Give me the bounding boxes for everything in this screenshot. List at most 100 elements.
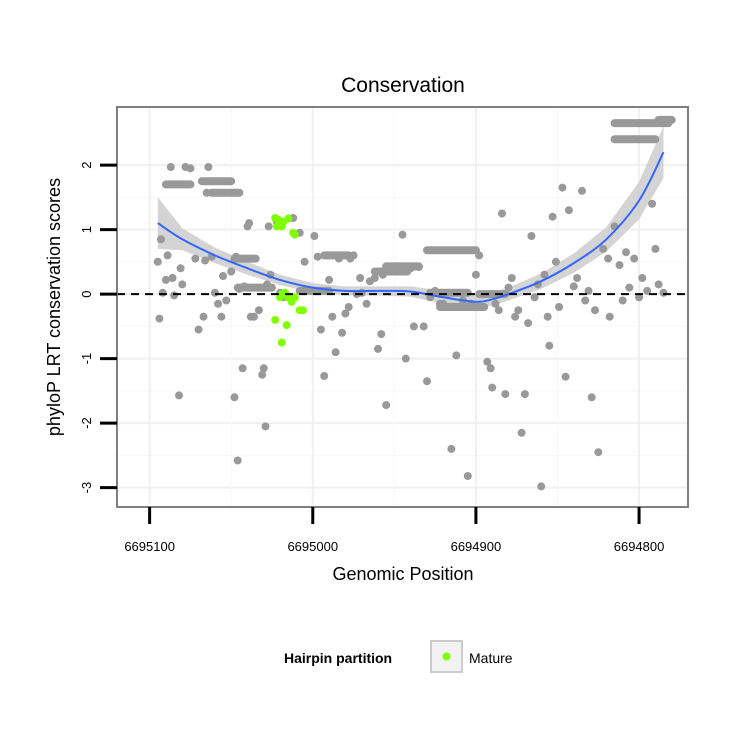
mature-point (290, 293, 299, 302)
data-point (494, 306, 503, 315)
data-point (587, 393, 596, 402)
data-point (175, 391, 183, 400)
data-point (204, 163, 213, 171)
data-point (210, 288, 219, 297)
data-point (643, 286, 652, 295)
y-axis-title: phyloP LRT conservation scores (44, 178, 64, 436)
data-point (625, 283, 634, 292)
data-point (471, 270, 480, 279)
data-point (227, 267, 236, 276)
data-point (599, 244, 608, 253)
x-tick-label: 6694900 (451, 539, 502, 554)
data-point (486, 364, 495, 373)
data-point (253, 283, 262, 292)
data-point (250, 312, 258, 321)
data-point (659, 288, 668, 297)
data-point (338, 328, 347, 337)
data-point (254, 306, 263, 315)
data-point (168, 274, 177, 282)
data-point (191, 254, 200, 263)
y-tick-label: 1 (79, 226, 94, 233)
y-tick-label: 2 (79, 161, 94, 168)
data-point (328, 312, 337, 321)
data-point (219, 272, 227, 280)
data-point (594, 448, 603, 457)
data-point (615, 261, 624, 270)
data-point (545, 341, 554, 350)
plot-background (117, 107, 688, 507)
data-point (442, 303, 451, 311)
data-point (555, 303, 564, 311)
data-point (163, 251, 172, 260)
data-point (258, 370, 267, 379)
data-point (514, 306, 523, 315)
y-tick-label: -1 (79, 353, 94, 365)
data-point (543, 312, 552, 321)
data-point (501, 390, 510, 399)
data-point (431, 286, 440, 295)
data-point (654, 280, 663, 289)
data-point (618, 296, 627, 305)
data-point (475, 251, 484, 260)
legend-title: Hairpin partition (284, 650, 392, 666)
data-point (263, 280, 272, 289)
data-point (551, 257, 560, 266)
data-point (158, 288, 167, 297)
data-point (241, 254, 250, 263)
data-point (320, 372, 329, 380)
data-point (504, 283, 513, 292)
data-point (548, 212, 557, 221)
data-point (261, 422, 270, 431)
data-point (651, 244, 660, 253)
mature-point (290, 230, 299, 239)
data-point (605, 312, 614, 321)
data-point (530, 293, 539, 302)
mature-point (284, 214, 293, 223)
data-point (199, 312, 208, 321)
data-point (573, 274, 582, 282)
mature-point (277, 338, 286, 347)
data-point (238, 364, 247, 373)
data-point (564, 206, 573, 215)
x-axis-title: Genomic Position (332, 564, 473, 584)
data-point (491, 299, 500, 308)
data-point (507, 274, 516, 282)
data-point (520, 390, 529, 399)
data-point (378, 270, 387, 279)
data-point (414, 263, 423, 271)
legend: Hairpin partition Mature (284, 640, 513, 673)
x-tick-label: 6695100 (124, 539, 175, 554)
data-point (230, 393, 239, 402)
data-point (331, 348, 340, 357)
data-point (310, 232, 319, 240)
mature-point (299, 306, 307, 315)
grid (117, 107, 688, 507)
chart-title: Conservation (341, 74, 465, 97)
plot-frame (116, 106, 689, 508)
mature-points-layer (271, 214, 307, 347)
data-point (370, 274, 379, 282)
data-point (222, 296, 231, 305)
data-point (447, 444, 456, 453)
data-point (344, 303, 353, 311)
y-tick-label: -2 (79, 417, 94, 429)
data-point (259, 364, 268, 373)
data-point (540, 270, 549, 279)
data-point (153, 257, 162, 266)
data-point (178, 280, 187, 289)
data-point (604, 254, 613, 263)
data-point (325, 275, 334, 284)
mature-point (282, 321, 291, 330)
data-point (511, 312, 520, 321)
data-point (157, 235, 165, 244)
data-point (217, 312, 226, 321)
data-point (524, 319, 533, 328)
data-point (452, 351, 461, 360)
x-tick-label: 6694800 (614, 539, 665, 554)
data-point (362, 299, 371, 308)
data-point (356, 274, 365, 282)
data-point (498, 209, 506, 218)
data-point (423, 377, 431, 386)
data-point (194, 325, 203, 334)
data-point (537, 482, 546, 491)
